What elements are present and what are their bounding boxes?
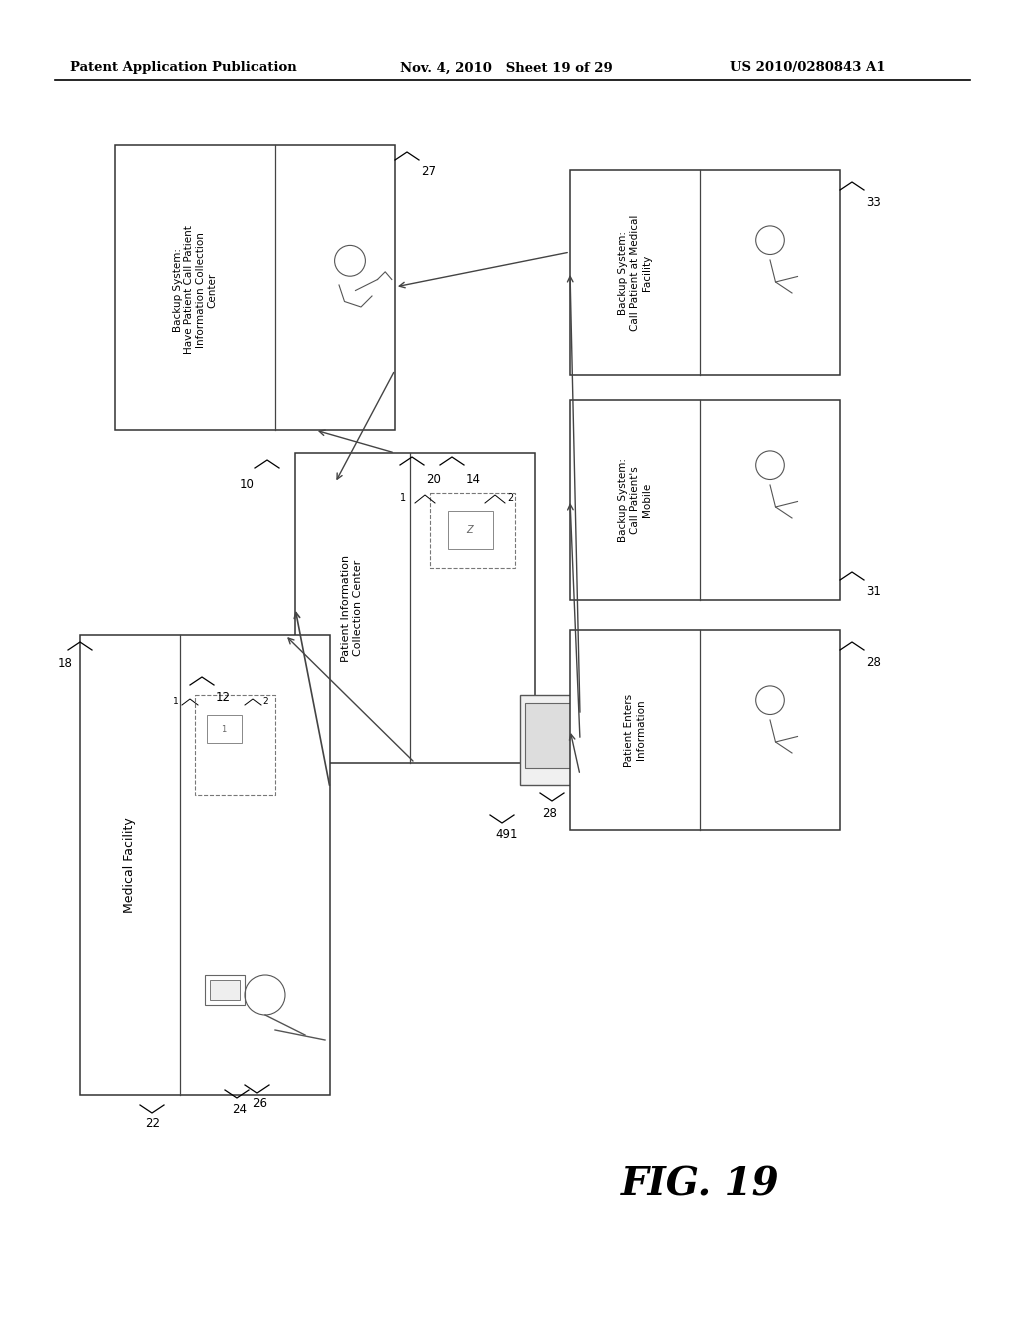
- Text: US 2010/0280843 A1: US 2010/0280843 A1: [730, 62, 886, 74]
- Text: 1: 1: [221, 725, 226, 734]
- Text: FIG. 19: FIG. 19: [621, 1166, 779, 1204]
- Bar: [207, 715, 242, 743]
- Text: 2: 2: [262, 697, 267, 706]
- Bar: [295, 453, 535, 763]
- Text: 1: 1: [173, 697, 179, 706]
- Text: Nov. 4, 2010   Sheet 19 of 29: Nov. 4, 2010 Sheet 19 of 29: [400, 62, 612, 74]
- Text: 31: 31: [866, 585, 881, 598]
- Text: 27: 27: [421, 165, 436, 178]
- Text: 1: 1: [400, 492, 407, 503]
- Text: 26: 26: [252, 1097, 267, 1110]
- Text: 18: 18: [58, 657, 73, 671]
- Bar: [525, 704, 575, 768]
- Text: 12: 12: [216, 690, 231, 704]
- Bar: [195, 696, 275, 795]
- Bar: [570, 170, 840, 375]
- Text: Patent Application Publication: Patent Application Publication: [70, 62, 297, 74]
- Text: 491: 491: [495, 828, 517, 841]
- Bar: [570, 630, 840, 830]
- Bar: [520, 696, 580, 785]
- Text: Backup System:
Call Patient at Medical
Facility: Backup System: Call Patient at Medical F…: [618, 215, 651, 331]
- Text: 2: 2: [507, 492, 513, 503]
- Bar: [585, 705, 620, 770]
- Text: Z: Z: [467, 525, 473, 535]
- Text: 10: 10: [240, 478, 255, 491]
- Text: 28: 28: [866, 656, 881, 669]
- Text: Backup System:
Have Patient Call Patient
Information Collection
Center: Backup System: Have Patient Call Patient…: [173, 226, 217, 355]
- Bar: [115, 145, 395, 430]
- Text: 20: 20: [426, 473, 441, 486]
- Text: Backup System:
Call Patient's
Mobile: Backup System: Call Patient's Mobile: [618, 458, 651, 543]
- Bar: [430, 492, 515, 568]
- Text: 14: 14: [466, 473, 481, 486]
- Text: 28: 28: [542, 807, 557, 820]
- Text: Patient Information
Collection Center: Patient Information Collection Center: [341, 554, 362, 661]
- Bar: [205, 975, 245, 1005]
- Text: Medical Facility: Medical Facility: [124, 817, 136, 913]
- Text: Patient Enters
Information: Patient Enters Information: [625, 693, 646, 767]
- Text: 22: 22: [145, 1117, 160, 1130]
- Bar: [80, 635, 330, 1096]
- Bar: [449, 511, 493, 549]
- Text: 24: 24: [232, 1104, 247, 1115]
- Bar: [210, 979, 240, 1001]
- Text: 33: 33: [866, 195, 881, 209]
- Bar: [570, 400, 840, 601]
